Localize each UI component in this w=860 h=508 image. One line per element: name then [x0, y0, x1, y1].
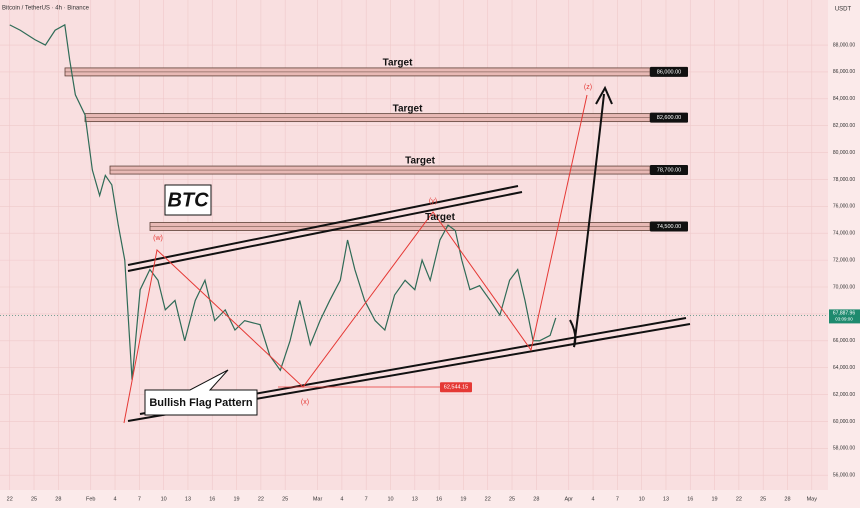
wave-label: (y) [429, 198, 437, 205]
x-tick-label: 25 [282, 496, 288, 502]
x-tick-label: Mar [313, 496, 323, 502]
y-tick-label: 76,000.00 [833, 204, 855, 210]
channel-upper [127, 191, 523, 272]
y-tick-label: 56,000.00 [833, 473, 855, 479]
x-tick-label: 25 [31, 496, 37, 502]
target-text: Target [405, 156, 435, 167]
target-text: Target [393, 103, 423, 114]
target-tag [650, 165, 688, 176]
x-tick-label: 28 [55, 496, 61, 502]
x-tick-label: 16 [436, 496, 442, 502]
target-tag [650, 66, 688, 77]
x-tick-label: 25 [509, 496, 515, 502]
channel-upper [127, 185, 519, 266]
wave-label: (z) [584, 84, 592, 91]
y-tick-label: 62,000.00 [833, 392, 855, 398]
y-tick-label: 82,000.00 [833, 123, 855, 129]
x-tick-label: 22 [258, 496, 264, 502]
target-value: 82,600.00 [657, 115, 681, 121]
y-tick-label: 88,000.00 [833, 42, 855, 48]
y-tick-label: 74,000.00 [833, 231, 855, 237]
y-tick-label: 70,000.00 [833, 284, 855, 290]
target-tag [650, 221, 688, 232]
x-tick-label: 16 [687, 496, 693, 502]
wave-label: (x) [301, 399, 309, 406]
symbol: BTC [167, 189, 209, 211]
x-tick-label: 28 [533, 496, 539, 502]
x-tick-label: 22 [7, 496, 13, 502]
symbol-box [164, 184, 212, 216]
y-tick-label: 66,000.00 [833, 338, 855, 344]
y-tick-label: 72,000.00 [833, 257, 855, 263]
x-tick-label: 19 [460, 496, 466, 502]
chart-title: Bitcoin / TetherUS · 4h · Binance [2, 6, 90, 12]
target-value: 78,700.00 [657, 168, 681, 174]
y-tick-label: 60,000.00 [833, 419, 855, 425]
target-text: Target [383, 58, 413, 69]
currency: USDT [835, 7, 852, 13]
x-tick-label: 16 [209, 496, 215, 502]
x-tick-label: 13 [185, 496, 191, 502]
current-price: 67,887.96 [833, 311, 855, 317]
price-line [9, 23, 557, 380]
y-tick-label: 58,000.00 [833, 446, 855, 452]
low-tag [440, 382, 472, 393]
x-tick-label: 19 [234, 496, 240, 502]
pattern-label: Bullish Flag Pattern [149, 397, 253, 409]
grid [0, 0, 828, 490]
x-axis-bg [0, 490, 828, 508]
y-tick-label: 80,000.00 [833, 150, 855, 156]
x-tick-label: 22 [736, 496, 742, 502]
x-tick-label: 10 [639, 496, 645, 502]
x-tick-label: 7 [616, 496, 619, 502]
x-tick-label: 19 [712, 496, 718, 502]
x-tick-label: 4 [592, 496, 595, 502]
x-tick-label: 7 [365, 496, 368, 502]
x-tick-label: 25 [760, 496, 766, 502]
x-tick-label: May [807, 496, 818, 502]
target-value: 74,500.00 [657, 224, 681, 230]
x-tick-label: Apr [564, 496, 573, 502]
x-tick-label: 28 [784, 496, 790, 502]
x-tick-label: 22 [485, 496, 491, 502]
arrow [569, 93, 605, 348]
y-tick-label: 64,000.00 [833, 365, 855, 371]
arrow-head [595, 85, 613, 105]
target-text: Target [425, 212, 455, 223]
price-tag [829, 309, 860, 324]
x-tick-label: 13 [663, 496, 669, 502]
target-value: 86,000.00 [657, 69, 681, 75]
y-tick-label: 78,000.00 [833, 177, 855, 183]
x-tick-label: 7 [138, 496, 141, 502]
x-tick-label: Feb [86, 496, 95, 502]
x-tick-label: 4 [114, 496, 117, 502]
y-axis-bg [828, 0, 860, 508]
x-tick-label: 10 [161, 496, 167, 502]
target-tag [650, 112, 688, 123]
drawings [123, 85, 691, 424]
wave-label: (w) [153, 235, 163, 242]
countdown: 03:09:00 [835, 317, 853, 322]
y-tick-label: 84,000.00 [833, 96, 855, 102]
y-tick-label: 86,000.00 [833, 69, 855, 75]
x-tick-label: 13 [412, 496, 418, 502]
marks [9, 23, 557, 380]
levels [64, 67, 651, 231]
callout [144, 369, 258, 416]
x-tick-label: 4 [340, 496, 343, 502]
wave-path [123, 94, 588, 424]
low-value: 62,544.15 [444, 385, 468, 391]
x-tick-label: 10 [387, 496, 393, 502]
